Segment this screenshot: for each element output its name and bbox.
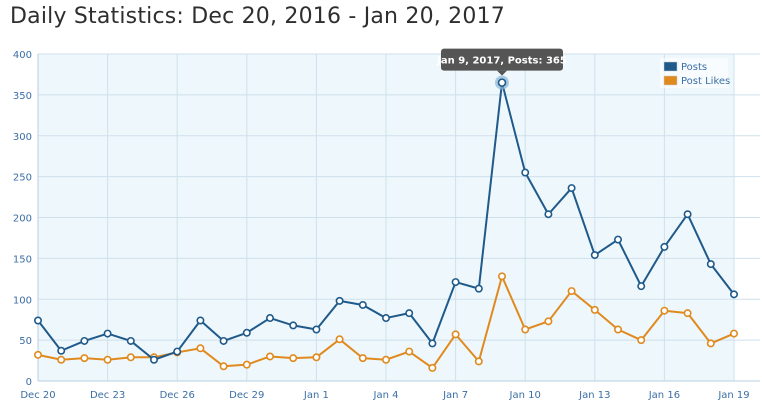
data-point[interactable] bbox=[335, 296, 344, 305]
data-point[interactable] bbox=[544, 210, 553, 219]
data-point[interactable] bbox=[637, 336, 646, 345]
x-tick-label: Jan 13 bbox=[578, 390, 610, 401]
data-point[interactable] bbox=[57, 355, 66, 364]
x-tick-label: Jan 1 bbox=[303, 390, 329, 401]
data-point[interactable] bbox=[428, 339, 437, 348]
data-point[interactable] bbox=[521, 325, 530, 334]
data-point[interactable] bbox=[567, 184, 576, 193]
data-point[interactable] bbox=[173, 347, 182, 356]
data-point[interactable] bbox=[358, 354, 367, 363]
data-point[interactable] bbox=[497, 272, 506, 281]
data-point[interactable] bbox=[544, 317, 553, 326]
y-axis: 0 50 100 150 200 250 300 350 400 bbox=[13, 50, 32, 388]
data-point[interactable] bbox=[196, 344, 205, 353]
y-tick-label: 350 bbox=[13, 91, 32, 102]
legend-swatch bbox=[663, 61, 678, 72]
data-point[interactable] bbox=[358, 300, 367, 309]
data-point[interactable] bbox=[196, 316, 205, 325]
data-point[interactable] bbox=[451, 278, 460, 287]
tooltip-text: Jan 9, 2017, Posts: 365 bbox=[436, 56, 567, 67]
data-point[interactable] bbox=[265, 352, 274, 361]
legend-label: Post Likes bbox=[681, 76, 730, 87]
data-point[interactable] bbox=[335, 335, 344, 344]
y-tick-label: 150 bbox=[13, 254, 32, 265]
data-point[interactable] bbox=[289, 354, 298, 363]
data-point[interactable] bbox=[57, 346, 66, 355]
data-point[interactable] bbox=[289, 321, 298, 330]
data-point[interactable] bbox=[312, 353, 321, 362]
legend-swatch bbox=[663, 75, 678, 86]
data-point[interactable] bbox=[567, 287, 576, 296]
page-title: Daily Statistics: Dec 20, 2016 - Jan 20,… bbox=[10, 4, 505, 29]
data-point[interactable] bbox=[126, 336, 135, 345]
data-point[interactable] bbox=[474, 357, 483, 366]
data-point[interactable] bbox=[80, 336, 89, 345]
tooltip-box bbox=[441, 48, 563, 71]
x-tick-label: Jan 7 bbox=[442, 390, 468, 401]
data-point[interactable] bbox=[80, 354, 89, 363]
data-point[interactable] bbox=[405, 347, 414, 356]
data-point[interactable] bbox=[33, 316, 42, 325]
data-point[interactable] bbox=[683, 210, 692, 219]
data-point[interactable] bbox=[474, 284, 483, 293]
x-tick-label: Jan 10 bbox=[509, 390, 541, 401]
y-tick-label: 50 bbox=[19, 336, 32, 347]
data-point[interactable] bbox=[428, 363, 437, 372]
data-point[interactable] bbox=[33, 350, 42, 359]
data-point[interactable] bbox=[103, 355, 112, 364]
x-tick-label: Jan 19 bbox=[717, 390, 749, 401]
highlight-point[interactable] bbox=[497, 78, 507, 87]
y-tick-label: 400 bbox=[13, 50, 32, 61]
tooltip-pointer bbox=[497, 70, 507, 76]
y-tick-label: 300 bbox=[13, 132, 32, 143]
data-point[interactable] bbox=[637, 282, 646, 291]
grid-lines bbox=[37, 53, 760, 382]
y-tick-label: 200 bbox=[13, 214, 32, 225]
data-point[interactable] bbox=[683, 309, 692, 318]
data-point[interactable] bbox=[312, 325, 321, 334]
data-point[interactable] bbox=[729, 329, 738, 338]
legend: Posts Post Likes bbox=[660, 58, 730, 88]
data-point[interactable] bbox=[590, 251, 599, 260]
data-point[interactable] bbox=[265, 314, 274, 323]
data-point[interactable] bbox=[381, 355, 390, 364]
y-tick-label: 250 bbox=[13, 173, 32, 184]
x-tick-label: Dec 26 bbox=[160, 390, 195, 401]
data-point[interactable] bbox=[613, 235, 622, 244]
data-point[interactable] bbox=[381, 314, 390, 323]
data-point[interactable] bbox=[729, 290, 738, 299]
series-posts bbox=[33, 78, 738, 364]
data-point[interactable] bbox=[521, 168, 530, 177]
series-group bbox=[33, 78, 738, 372]
data-point[interactable] bbox=[150, 355, 159, 364]
x-tick-label: Dec 20 bbox=[20, 390, 55, 401]
data-point[interactable] bbox=[660, 306, 669, 315]
x-tick-label: Jan 16 bbox=[648, 390, 680, 401]
data-point[interactable] bbox=[613, 325, 622, 334]
data-point[interactable] bbox=[706, 339, 715, 348]
x-axis: Dec 20 Dec 23 Dec 26 Dec 29 Jan 1 Jan 4 Jan 7 J… bbox=[20, 390, 749, 401]
data-point[interactable] bbox=[242, 360, 251, 369]
x-tick-label: Jan 4 bbox=[373, 390, 399, 401]
x-tick-label: Dec 23 bbox=[90, 390, 125, 401]
data-point[interactable] bbox=[242, 328, 251, 337]
data-point[interactable] bbox=[451, 330, 460, 339]
y-tick-label: 100 bbox=[13, 295, 32, 306]
legend-label: Posts bbox=[681, 62, 707, 73]
data-point[interactable] bbox=[103, 329, 112, 338]
data-point[interactable] bbox=[219, 336, 228, 345]
data-point[interactable] bbox=[219, 362, 228, 371]
data-point[interactable] bbox=[405, 309, 414, 318]
data-point[interactable] bbox=[706, 260, 715, 269]
y-tick-label: 0 bbox=[26, 377, 32, 388]
tooltip: Jan 9, 2017, Posts: 365 bbox=[436, 48, 567, 90]
data-point[interactable] bbox=[660, 242, 669, 251]
data-point[interactable] bbox=[126, 353, 135, 362]
data-point[interactable] bbox=[590, 305, 599, 314]
x-tick-label: Dec 29 bbox=[229, 390, 264, 401]
